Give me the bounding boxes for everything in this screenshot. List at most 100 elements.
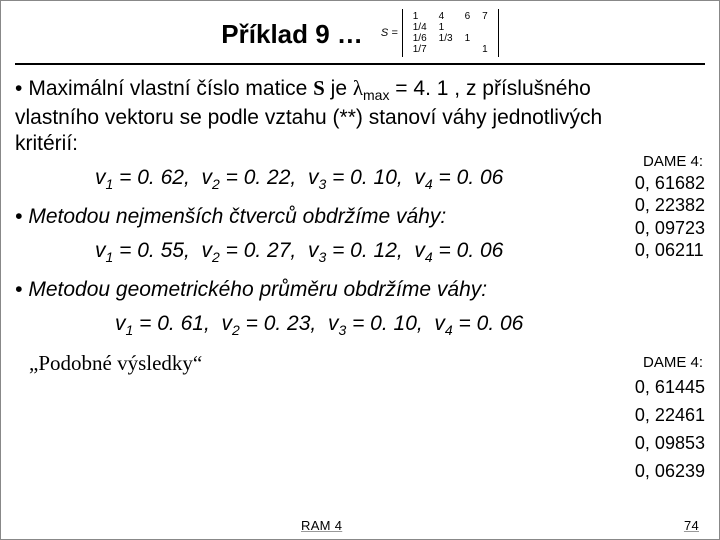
text: je bbox=[325, 77, 353, 100]
matrix-cell bbox=[476, 33, 494, 44]
v-symbol: v bbox=[95, 239, 106, 262]
matrix-cell: 1 bbox=[459, 33, 477, 44]
weights-line-2: v1 = 0. 55, v2 = 0. 27, v3 = 0. 12, v4 =… bbox=[15, 238, 615, 267]
matrix-row: 1/6 1/3 1 bbox=[407, 33, 494, 44]
subscript: 2 bbox=[212, 249, 220, 265]
value: 0. 06 bbox=[457, 239, 504, 262]
value: 0. 22 bbox=[244, 166, 291, 189]
subscript: 2 bbox=[232, 322, 240, 338]
dame-value: 0, 06239 bbox=[635, 458, 705, 486]
footer: RAM 4 74 bbox=[1, 518, 719, 533]
v-symbol: v bbox=[328, 312, 339, 335]
bullet-icon bbox=[15, 77, 28, 100]
matrix-cell bbox=[476, 22, 494, 33]
weights-line-3: v1 = 0. 61, v2 = 0. 23, v3 = 0. 10, v4 =… bbox=[15, 311, 615, 340]
paragraph-eigen: Maximální vlastní číslo matice S je λmax… bbox=[15, 75, 615, 157]
matrix-row: 1 4 6 7 bbox=[407, 11, 494, 22]
matrix-cell: 1/4 bbox=[407, 22, 433, 33]
v-symbol: v bbox=[414, 239, 425, 262]
value: 0. 06 bbox=[457, 166, 504, 189]
dame-value: 0, 61682 bbox=[635, 172, 705, 195]
slide-title: Příklad 9 … bbox=[221, 9, 363, 50]
weights-line-1: v1 = 0. 62, v2 = 0. 22, v3 = 0. 10, v4 =… bbox=[15, 165, 615, 194]
dame-value: 0, 22461 bbox=[635, 402, 705, 430]
equals: = bbox=[433, 239, 457, 262]
main-column: Maximální vlastní číslo matice S je λmax… bbox=[15, 75, 615, 376]
bullet-least-squares: Metodou nejmenších čtverců obdržíme váhy… bbox=[15, 204, 615, 230]
dame-label: DAME 4: bbox=[635, 153, 705, 172]
slide-container: Příklad 9 … S = 1 4 6 7 1/4 1 bbox=[0, 0, 720, 540]
bullet-geom-mean: Metodou geometrického průměru obdržíme v… bbox=[15, 277, 615, 303]
dame-value: 0, 22382 bbox=[635, 194, 705, 217]
equals: = bbox=[326, 166, 350, 189]
dame-label: DAME 4: bbox=[635, 351, 705, 374]
value: 0. 27 bbox=[244, 239, 291, 262]
value: 0. 12 bbox=[350, 239, 397, 262]
value: 0. 10 bbox=[350, 166, 397, 189]
matrix-cell: 7 bbox=[476, 11, 494, 22]
matrix-cell bbox=[433, 44, 459, 55]
matrix-cell: 1 bbox=[433, 22, 459, 33]
text: = 4. 1 , bbox=[389, 77, 465, 100]
equals: = bbox=[220, 166, 244, 189]
text: Maximální vlastní číslo matice bbox=[28, 77, 313, 100]
matrix-cell bbox=[459, 22, 477, 33]
lambda-symbol: λ bbox=[353, 76, 363, 100]
matrix-block: S = 1 4 6 7 1/4 1 1 bbox=[381, 9, 499, 57]
value: 0. 06 bbox=[477, 312, 524, 335]
matrix-row: 1/7 1 bbox=[407, 44, 494, 55]
matrix-cell: 1/3 bbox=[433, 33, 459, 44]
matrix-cell: 4 bbox=[433, 11, 459, 22]
v-symbol: v bbox=[434, 312, 445, 335]
similar-results-text: „Podobné výsledky“ bbox=[15, 350, 615, 376]
subscript: 4 bbox=[425, 249, 433, 265]
bullet-icon bbox=[15, 278, 28, 301]
footer-page-number: 74 bbox=[684, 518, 699, 533]
equals: = bbox=[113, 166, 137, 189]
equals: = bbox=[133, 312, 157, 335]
v-symbol: v bbox=[201, 239, 212, 262]
matrix-cell: 1 bbox=[407, 11, 433, 22]
matrix-label: S = bbox=[381, 27, 398, 39]
v-symbol: v bbox=[414, 166, 425, 189]
equals: = bbox=[453, 312, 477, 335]
footer-left: RAM 4 bbox=[301, 518, 342, 533]
subscript-max: max bbox=[363, 87, 389, 103]
dame-value: 0, 06211 bbox=[635, 239, 705, 262]
v-symbol: v bbox=[221, 312, 232, 335]
v-symbol: v bbox=[201, 166, 212, 189]
bullet-icon bbox=[15, 205, 28, 228]
dame-values-2: DAME 4: 0, 61445 0, 22461 0, 09853 0, 06… bbox=[635, 351, 705, 486]
subscript: 4 bbox=[445, 322, 453, 338]
dame-value: 0, 09723 bbox=[635, 217, 705, 240]
matrix-bracket: 1 4 6 7 1/4 1 1/6 1/3 1 bbox=[402, 9, 499, 57]
equals: = bbox=[346, 312, 370, 335]
matrix-cell: 6 bbox=[459, 11, 477, 22]
matrix-cell: 1 bbox=[476, 44, 494, 55]
dame-value: 0, 09853 bbox=[635, 430, 705, 458]
value: 0. 61 bbox=[157, 312, 204, 335]
text: Metodou geometrického průměru obdržíme v… bbox=[28, 278, 487, 301]
equals: = bbox=[220, 239, 244, 262]
matrix-cell bbox=[459, 44, 477, 55]
content-area: Maximální vlastní číslo matice S je λmax… bbox=[15, 75, 705, 376]
subscript: 4 bbox=[425, 176, 433, 192]
matrix-table: 1 4 6 7 1/4 1 1/6 1/3 1 bbox=[407, 11, 494, 55]
v-symbol: v bbox=[95, 166, 106, 189]
v-symbol: v bbox=[115, 312, 126, 335]
text: Metodou nejmenších čtverců obdržíme váhy… bbox=[28, 205, 446, 228]
v-symbol: v bbox=[308, 239, 319, 262]
subscript: 2 bbox=[212, 176, 220, 192]
matrix-row: 1/4 1 bbox=[407, 22, 494, 33]
value: 0. 62 bbox=[137, 166, 184, 189]
v-symbol: v bbox=[308, 166, 319, 189]
value: 0. 23 bbox=[264, 312, 311, 335]
matrix-cell: 1/7 bbox=[407, 44, 433, 55]
equals: = bbox=[113, 239, 137, 262]
dame-values-1: DAME 4: 0, 61682 0, 22382 0, 09723 0, 06… bbox=[635, 153, 705, 262]
dame-value: 0, 61445 bbox=[635, 374, 705, 402]
value: 0. 55 bbox=[137, 239, 184, 262]
matrix-cell: 1/6 bbox=[407, 33, 433, 44]
matrix-symbol: S bbox=[313, 76, 325, 100]
equals: = bbox=[240, 312, 264, 335]
